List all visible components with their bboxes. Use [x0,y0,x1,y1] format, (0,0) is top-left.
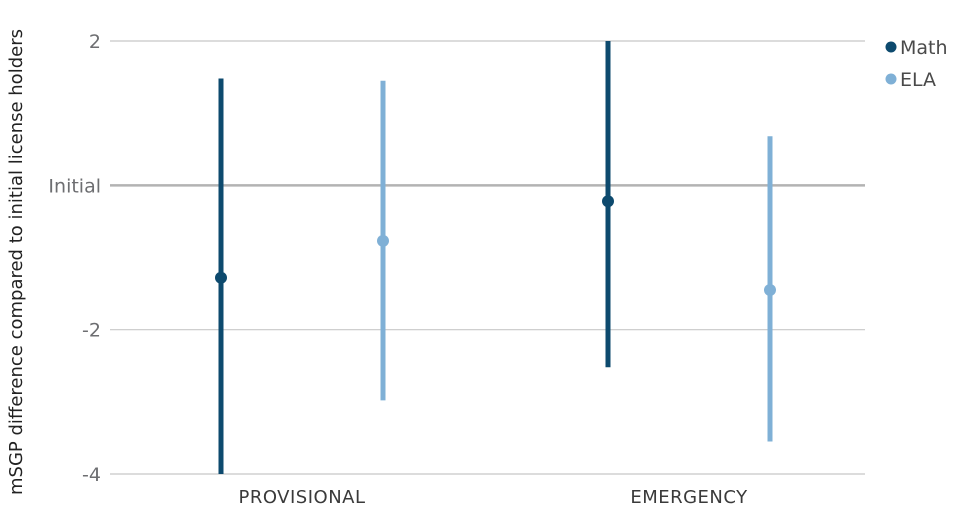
legend-label: Math [900,37,948,59]
point-estimate [377,234,389,247]
category-label: PROVISIONAL [238,487,365,508]
y-tick-label: Initial [48,175,101,197]
category-label: EMERGENCY [630,487,748,508]
y-tick-label: -4 [82,464,101,486]
legend-marker [885,41,897,53]
y-tick-label: 2 [89,31,101,53]
legend-marker [885,73,897,85]
point-estimate [602,195,614,208]
point-estimate [215,271,227,284]
y-axis-label: mSGP difference compared to initial lice… [6,29,27,495]
legend-label: ELA [900,69,936,91]
y-tick-labels: 2 Initial -2 -4 [48,31,101,486]
chart-marks [215,41,776,474]
grid-lines [110,40,865,475]
legend: Math ELA [885,37,948,91]
point-estimate [764,283,776,296]
category-labels: PROVISIONAL EMERGENCY [238,487,748,508]
y-tick-label: -2 [82,320,101,342]
